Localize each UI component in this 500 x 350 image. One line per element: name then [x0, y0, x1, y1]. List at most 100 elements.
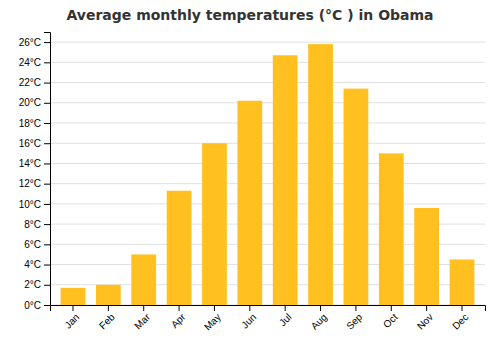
y-tick-mark: [44, 103, 50, 104]
x-tick: May: [202, 305, 223, 333]
bar: [61, 288, 86, 305]
x-axis-line: [51, 306, 486, 312]
y-tick: 26°C: [19, 37, 50, 48]
bar: [273, 55, 298, 305]
y-tick: 0°C: [24, 300, 50, 311]
y-tick: 16°C: [19, 138, 50, 149]
grid-line: [50, 123, 485, 124]
bar: [96, 285, 121, 305]
x-tick-label: Aug: [309, 311, 329, 331]
x-tick-label: Jul: [277, 311, 294, 328]
plot-area: 0°C 2°C 4°C 6°C 8°C 10°C 12°C 14°C 16°C 18°C 20°C 2…: [19, 33, 486, 333]
x-axis: Jan Feb Mar Apr May Jun Jul Aug Sep Oct Nov Dec: [51, 305, 486, 333]
y-tick-label: 26°C: [19, 37, 41, 48]
x-tick: Jun: [239, 305, 258, 331]
x-tick: Aug: [309, 305, 329, 332]
y-tick: 6°C: [24, 239, 50, 250]
x-tick-label: Apr: [169, 311, 188, 330]
y-tick-mark: [44, 83, 50, 84]
y-tick-mark: [44, 143, 50, 144]
x-tick-mark: [426, 305, 427, 311]
y-tick-mark: [44, 62, 50, 63]
bar: [202, 143, 227, 305]
bar: [344, 89, 369, 305]
x-tick-mark: [391, 305, 392, 311]
x-tick-label: Mar: [132, 311, 152, 331]
grid-line: [50, 203, 485, 204]
y-tick: 22°C: [19, 77, 50, 88]
x-tick-mark: [320, 305, 321, 311]
y-tick: 12°C: [19, 178, 50, 189]
x-tick: Dec: [450, 305, 470, 332]
y-tick-label: 2°C: [24, 279, 41, 290]
y-tick-label: 10°C: [19, 199, 41, 210]
x-tick-mark: [355, 305, 356, 311]
y-tick-mark: [44, 285, 50, 286]
x-tick-label: May: [202, 311, 223, 332]
bar: [131, 254, 156, 305]
y-tick: 20°C: [19, 97, 50, 108]
grid-line: [50, 183, 485, 184]
x-tick-label: Oct: [381, 311, 400, 330]
bar: [450, 260, 475, 306]
y-tick-mark: [44, 204, 50, 205]
y-axis: 0°C 2°C 4°C 6°C 8°C 10°C 12°C 14°C 16°C 18°C 20°C 2…: [19, 33, 51, 311]
y-tick: 10°C: [19, 199, 50, 210]
y-tick-label: 0°C: [24, 300, 41, 311]
x-tick-mark: [72, 305, 73, 311]
y-tick-mark: [44, 184, 50, 185]
y-tick: 14°C: [19, 158, 50, 169]
y-tick-label: 18°C: [19, 118, 41, 129]
y-tick-label: 12°C: [19, 178, 41, 189]
y-tick-label: 24°C: [19, 57, 41, 68]
x-tick-mark: [249, 305, 250, 311]
y-tick-mark: [44, 244, 50, 245]
x-tick: Feb: [97, 305, 117, 331]
x-tick-label: Sep: [344, 311, 365, 332]
x-tick-label: Dec: [450, 311, 470, 331]
y-tick-mark: [44, 123, 50, 124]
y-tick-mark: [44, 305, 50, 306]
x-tick: Nov: [415, 305, 435, 332]
x-tick: Mar: [132, 305, 152, 331]
y-tick-mark: [44, 42, 50, 43]
grid-line: [50, 82, 485, 83]
bar: [379, 153, 404, 305]
title: Average monthly temperatures (°C ) in Ob…: [66, 7, 433, 23]
grid: [50, 42, 485, 305]
grid-line: [50, 102, 485, 103]
grid-line: [50, 163, 485, 164]
bar: [167, 191, 192, 305]
y-axis-line: [44, 33, 51, 306]
x-tick-label: Feb: [97, 311, 117, 331]
x-tick-mark: [179, 305, 180, 311]
y-tick: 4°C: [24, 259, 50, 270]
x-tick-label: Nov: [415, 311, 435, 331]
grid-line: [50, 42, 485, 43]
x-tick: Jul: [277, 305, 294, 328]
y-tick-mark: [44, 163, 50, 164]
x-tick: Jan: [62, 305, 81, 331]
x-tick: Sep: [344, 305, 365, 332]
y-tick: 2°C: [24, 279, 50, 290]
y-tick-mark: [44, 224, 50, 225]
bar: [414, 208, 439, 305]
y-tick-label: 4°C: [24, 259, 41, 270]
x-tick-mark: [214, 305, 215, 311]
y-tick-label: 20°C: [19, 97, 41, 108]
x-tick-mark: [143, 305, 144, 311]
x-tick-mark: [108, 305, 109, 311]
x-tick-mark: [462, 305, 463, 311]
x-tick-mark: [285, 305, 286, 311]
x-tick-label: Jun: [239, 311, 258, 330]
y-tick-label: 16°C: [19, 138, 41, 149]
y-tick: 18°C: [19, 118, 50, 129]
y-tick: 8°C: [24, 219, 50, 230]
x-tick-label: Jan: [62, 311, 81, 330]
y-tick-label: 8°C: [24, 219, 41, 230]
y-tick: 24°C: [19, 57, 50, 68]
y-tick-label: 6°C: [24, 239, 41, 250]
grid-line: [50, 143, 485, 144]
bar: [237, 101, 262, 305]
bar: [308, 44, 333, 305]
